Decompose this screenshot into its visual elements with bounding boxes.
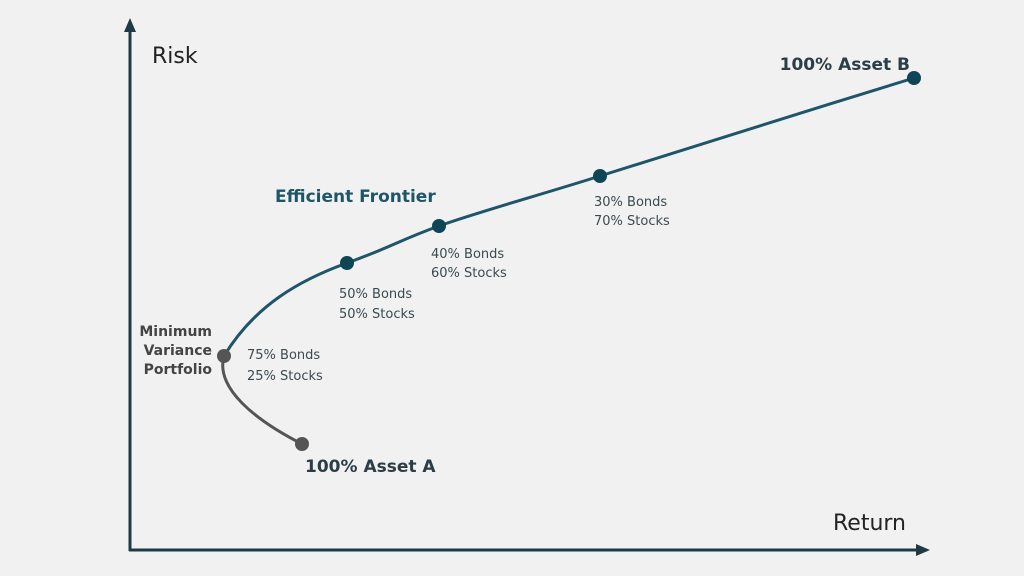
point-note: 70% Stocks (594, 214, 670, 229)
frontier-curve (222, 76, 915, 357)
point-note: 30% Bonds (594, 195, 667, 210)
point-note: 25% Stocks (247, 369, 323, 384)
point-label: 100% Asset A (305, 457, 436, 477)
point (295, 437, 309, 451)
inefficient-curve (221, 355, 303, 446)
point (432, 219, 446, 233)
point-note: 50% Stocks (339, 307, 415, 322)
y-axis-arrow (124, 18, 136, 32)
curve-label: Efficient Frontier (275, 187, 436, 207)
point-note: 40% Bonds (431, 247, 504, 262)
point (217, 349, 231, 363)
point-label: Minimum (139, 324, 212, 340)
point-label: Variance (144, 343, 212, 359)
point-note: 60% Stocks (431, 266, 507, 281)
point-note: 75% Bonds (247, 348, 320, 363)
y-axis-label: Risk (152, 44, 198, 69)
point-note: 50% Bonds (339, 287, 412, 302)
point-label: 100% Asset B (780, 55, 910, 75)
point (907, 71, 921, 85)
x-axis-arrow (916, 544, 930, 556)
point (340, 256, 354, 270)
point (593, 169, 607, 183)
x-axis-label: Return (833, 511, 906, 536)
point-label: Portfolio (144, 362, 213, 378)
